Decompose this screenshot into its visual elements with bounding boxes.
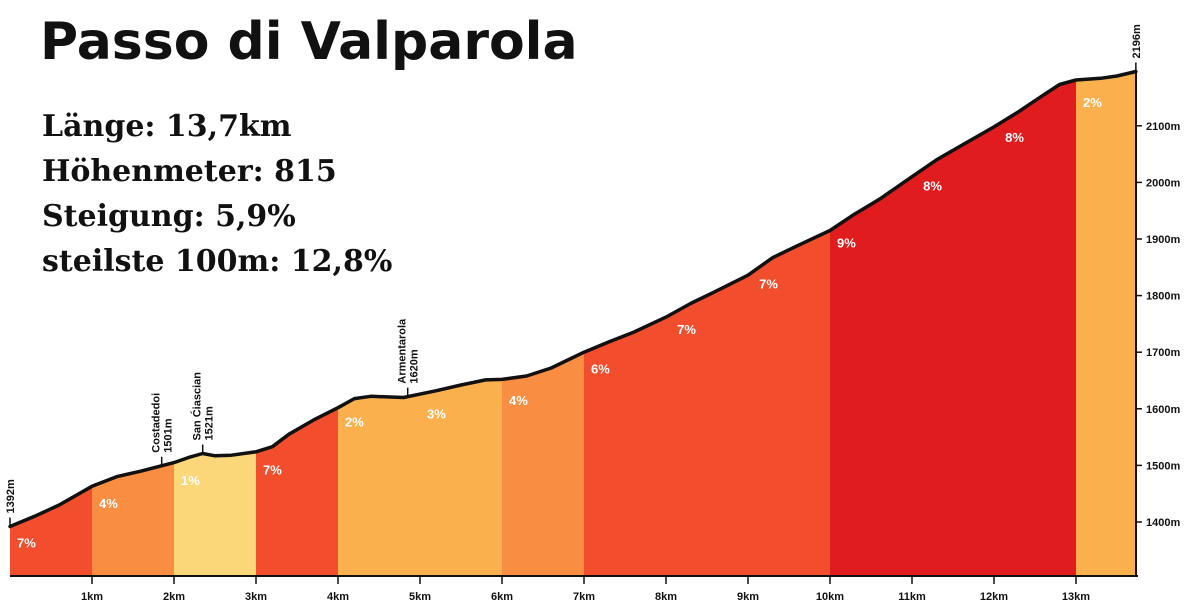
waypoint-elevation: 2196m [1131, 24, 1143, 58]
gradient-label-5: 3% [427, 407, 446, 422]
gradient-labels: 7% 4% 1% 7% 3% 2% 4% 6% 7% 7% 9% 8% 8% 2% [17, 95, 1102, 551]
y-tick-label: 1900m [1146, 234, 1180, 246]
y-tick-label: 2100m [1146, 121, 1180, 133]
gradient-fill-5 [338, 379, 502, 576]
y-tick-label: 1600m [1146, 404, 1180, 416]
x-tick-label: 10km [816, 591, 844, 603]
gradient-fill-1 [10, 486, 92, 576]
gradient-fills [10, 71, 1136, 576]
gradient-fill-2 [92, 462, 174, 576]
waypoint-elevation: 1501m [163, 418, 175, 452]
gradient-label-3: 1% [181, 473, 200, 488]
y-tick-label: 1400m [1146, 517, 1180, 529]
waypoint-elevation: 1521m [204, 406, 216, 440]
stat-steepest: steilste 100m: 12,8% [42, 244, 393, 279]
x-tick-label: 12km [980, 591, 1008, 603]
gradient-label-4: 7% [263, 463, 282, 478]
x-tick-label: 3km [245, 591, 267, 603]
axes: 1km 2km 3km 4km 5km 6km 7km 8km 9km 10km 11km 12km 1… [10, 70, 1180, 603]
gradient-label-11: 9% [837, 236, 856, 251]
profile-line-group [8, 69, 1138, 529]
waypoint-name: San Ćiascian [191, 372, 204, 441]
waypoint-label-3: San Ćiascian 1521m [191, 372, 216, 441]
x-tick-label: 7km [573, 591, 595, 603]
waypoint-name: Armentarola [397, 318, 409, 384]
gradient-label-9: 7% [677, 322, 696, 337]
climb-stats: Länge: 13,7km Höhenmeter: 815 Steigung: … [42, 104, 392, 284]
gradient-label-14: 2% [1083, 95, 1102, 110]
stat-gradient: Steigung: 5,9% [42, 199, 296, 234]
gradient-label-6: 2% [345, 415, 364, 430]
waypoint-markers: 1392m Costadedoi 1501m San Ćiascian 1521m Arm… [5, 24, 1143, 527]
stat-elevation-gain: Höhenmeter: 815 [42, 154, 337, 189]
profile-line [8, 69, 1138, 529]
gradient-label-1: 7% [17, 536, 36, 551]
gradient-label-10: 7% [759, 277, 778, 292]
gradient-fill-3 [174, 451, 256, 576]
x-tick-label: 4km [327, 591, 349, 603]
waypoint-label-4: Armentarola 1620m [397, 318, 421, 384]
page-title: Passo di Valparola [40, 12, 578, 72]
y-tick-label: 1700m [1146, 347, 1180, 359]
gradient-fill-6 [502, 352, 584, 576]
gradient-label-12: 8% [923, 179, 942, 194]
waypoint-name: Costadedoi [151, 393, 163, 453]
waypoint-label-2: Costadedoi 1501m [151, 393, 175, 453]
gradient-fill-7 [584, 230, 830, 576]
x-tick-label: 13km [1062, 591, 1090, 603]
x-tick-label: 1km [81, 591, 103, 603]
gradient-label-13: 8% [1005, 130, 1024, 145]
waypoint-elevation: 1392m [5, 479, 17, 513]
gradient-label-2: 4% [99, 496, 118, 511]
x-tick-label: 8km [655, 591, 677, 603]
y-tick-label: 1800m [1146, 291, 1180, 303]
y-tick-label: 1500m [1146, 460, 1180, 472]
y-tick-label: 2000m [1146, 177, 1180, 189]
x-tick-label: 11km [898, 591, 926, 603]
x-tick-label: 9km [737, 591, 759, 603]
stat-length: Länge: 13,7km [42, 109, 292, 144]
gradient-fill-9 [1076, 71, 1136, 576]
waypoint-label-5: 2196m [1131, 24, 1143, 58]
gradient-label-8: 6% [591, 361, 610, 376]
x-tick-label: 5km [409, 591, 431, 603]
gradient-label-7: 4% [509, 393, 528, 408]
gradient-fill-8 [830, 80, 1076, 576]
waypoint-elevation: 1620m [409, 349, 421, 383]
gradient-fill-4 [256, 407, 338, 576]
x-tick-label: 6km [491, 591, 513, 603]
x-tick-label: 2km [163, 591, 185, 603]
waypoint-label-1: 1392m [5, 479, 17, 513]
